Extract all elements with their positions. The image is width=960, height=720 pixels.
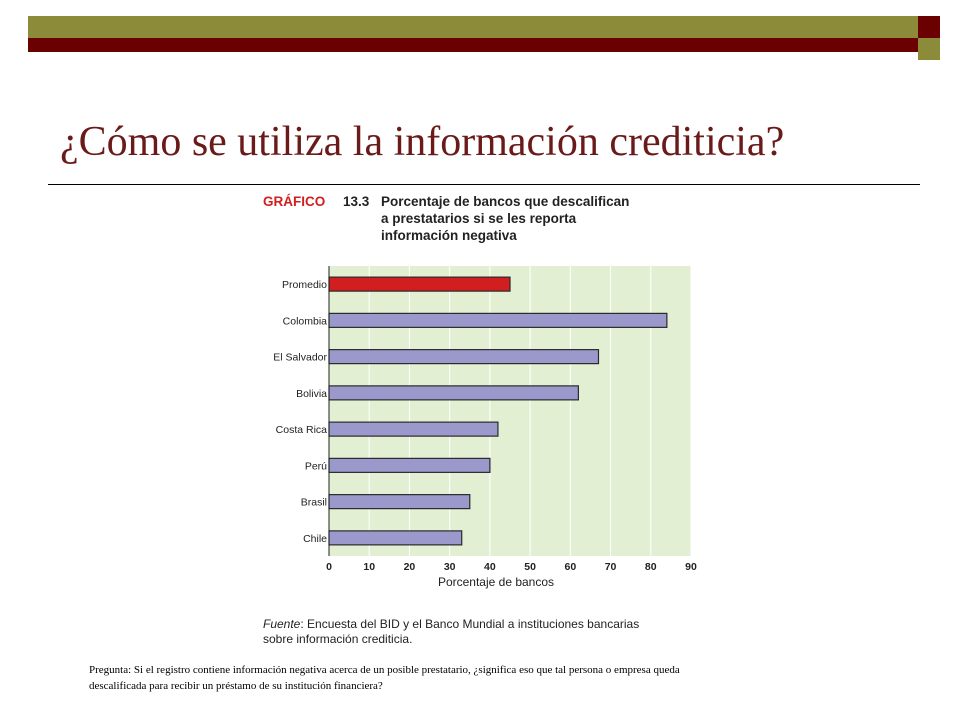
- question-line-1: Pregunta: Si el registro contiene inform…: [89, 664, 680, 676]
- x-tick-label: 50: [524, 561, 536, 573]
- header-olive-square: [918, 38, 940, 60]
- category-label: El Salvador: [273, 352, 327, 364]
- bar: [328, 530, 463, 546]
- source-line-1: Fuente: Encuesta del BID y el Banco Mund…: [263, 617, 639, 632]
- source-text-1: : Encuesta del BID y el Banco Mundial a …: [300, 617, 640, 631]
- figure-number: 13.3: [343, 194, 370, 209]
- plot-background: [329, 266, 691, 556]
- bar: [328, 276, 511, 292]
- x-tick-label: 40: [484, 561, 496, 573]
- x-tick-label: 80: [645, 561, 657, 573]
- x-tick-label: 0: [326, 561, 332, 573]
- category-label: Chile: [303, 533, 327, 545]
- figure-title-line-3: información negativa: [381, 228, 517, 243]
- bar: [328, 385, 579, 401]
- bar: [328, 421, 499, 437]
- bar: [328, 312, 668, 328]
- figure-label: GRÁFICO: [263, 194, 326, 209]
- source-label: Fuente: [263, 617, 301, 631]
- x-tick-label: 70: [605, 561, 617, 573]
- figure-source: Fuente: Encuesta del BID y el Banco Mund…: [263, 617, 639, 647]
- figure-title-line-1: Porcentaje de bancos que descalifican: [381, 194, 630, 209]
- slide-title: ¿Cómo se utiliza la información creditic…: [60, 119, 785, 165]
- question-line-2: descalificada para recibir un préstamo d…: [89, 680, 383, 692]
- bar: [328, 494, 471, 510]
- x-tick-label: 60: [564, 561, 576, 573]
- category-label: Colombia: [283, 315, 328, 327]
- category-label: Perú: [305, 460, 327, 472]
- x-tick-label: 90: [685, 561, 697, 573]
- bar-chart: Promedio Colombia El Salvador Bolivia Costa …: [273, 266, 697, 589]
- title-underline: [48, 184, 920, 185]
- category-label: Promedio: [282, 279, 327, 291]
- x-tick-label: 30: [444, 561, 456, 573]
- header-olive-band: [28, 16, 918, 38]
- x-tick-label: 10: [363, 561, 375, 573]
- category-label: Brasil: [301, 497, 327, 509]
- figure-title-line-2: a prestatarios si se les reporta: [381, 211, 577, 226]
- figure-title: Porcentaje de bancos que descalifican a …: [381, 193, 701, 244]
- source-line-2: sobre información crediticia.: [263, 632, 413, 646]
- category-label: Costa Rica: [276, 424, 328, 436]
- header-maroon-square: [918, 16, 940, 38]
- x-tick-label: 20: [404, 561, 416, 573]
- category-label: Bolivia: [296, 388, 327, 400]
- bar: [328, 349, 600, 365]
- x-axis-label: Porcentaje de bancos: [438, 575, 554, 589]
- question-text: Pregunta: Si el registro contiene inform…: [89, 662, 849, 694]
- header-maroon-band: [28, 38, 918, 52]
- bar: [328, 457, 491, 473]
